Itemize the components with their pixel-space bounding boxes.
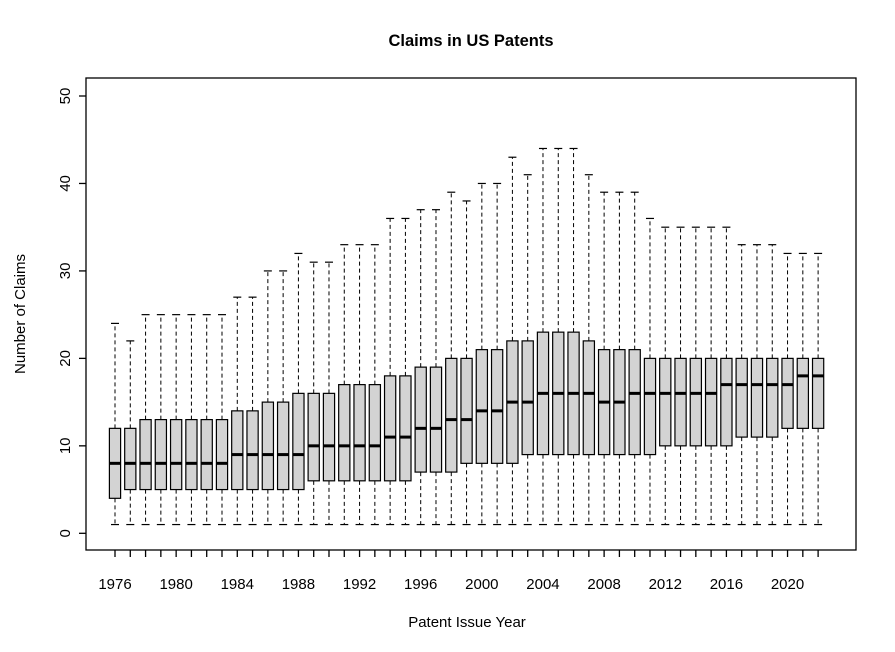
x-axis-label: Patent Issue Year: [408, 614, 526, 631]
plot-region: 0 10 20 30 40 50 1976 1980 1984 1988 1992 1996 2000 2…: [57, 77, 857, 593]
plot-border: [85, 77, 857, 551]
y-tick-label: 20: [57, 350, 74, 367]
x-tick-label: 1996: [404, 576, 437, 593]
box-1989: [307, 392, 320, 482]
box-1982: [200, 419, 213, 491]
x-tick-label: 1984: [221, 576, 254, 593]
x-tick-label: 1980: [159, 576, 192, 593]
box-2003: [521, 340, 534, 456]
box-2001: [490, 349, 504, 464]
box-1991: [338, 384, 351, 482]
box-1980: [169, 419, 183, 491]
box-1977: [124, 427, 137, 491]
box-1998: [445, 357, 458, 473]
box-1996: [414, 366, 427, 473]
box-1988: [292, 392, 305, 491]
x-tick-label: 1976: [98, 576, 131, 593]
box-2000: [475, 349, 489, 464]
box-2007: [582, 340, 596, 456]
box-1990: [322, 392, 336, 482]
y-axis-label: Number of Claims: [12, 254, 29, 374]
box-2015: [704, 357, 718, 447]
box-2014: [689, 357, 703, 447]
box-1985: [246, 410, 259, 491]
y-tick-label: 30: [57, 263, 74, 280]
box-2020: [781, 357, 794, 429]
x-tick-label: 2004: [526, 576, 559, 593]
x-tick-label: 1992: [343, 576, 376, 593]
box-2013: [674, 357, 687, 447]
x-tick-label: 2016: [710, 576, 743, 593]
box-2018: [750, 357, 764, 438]
box-1984: [231, 410, 244, 491]
box-2016: [720, 357, 733, 447]
x-tick-label: 2000: [465, 576, 498, 593]
y-tick-label: 10: [57, 437, 74, 454]
box-2017: [735, 357, 748, 438]
box-2010: [628, 349, 641, 456]
x-tick-label: 2020: [771, 576, 804, 593]
box-1986: [261, 401, 275, 491]
box-1981: [185, 419, 198, 491]
chart-title: Claims in US Patents: [388, 32, 553, 50]
box-1993: [368, 384, 382, 482]
box-2012: [659, 357, 672, 447]
x-tick-label: 2008: [587, 576, 620, 593]
box-2021: [796, 357, 810, 429]
box-2022: [811, 357, 825, 429]
y-tick-label: 0: [57, 529, 74, 537]
box-1979: [154, 419, 168, 491]
x-tick-label: 2012: [649, 576, 682, 593]
box-1997: [429, 366, 443, 473]
box-1983: [215, 419, 229, 491]
box-2011: [643, 357, 657, 456]
box-2019: [766, 357, 779, 438]
box-1994: [383, 375, 397, 482]
box-1999: [460, 357, 473, 464]
y-tick-label: 50: [57, 88, 74, 105]
box-1995: [399, 375, 412, 482]
x-tick-label: 1988: [282, 576, 315, 593]
y-tick-label: 40: [57, 175, 74, 192]
box-1987: [276, 401, 290, 491]
box-1978: [139, 419, 152, 491]
box-1992: [353, 384, 366, 482]
